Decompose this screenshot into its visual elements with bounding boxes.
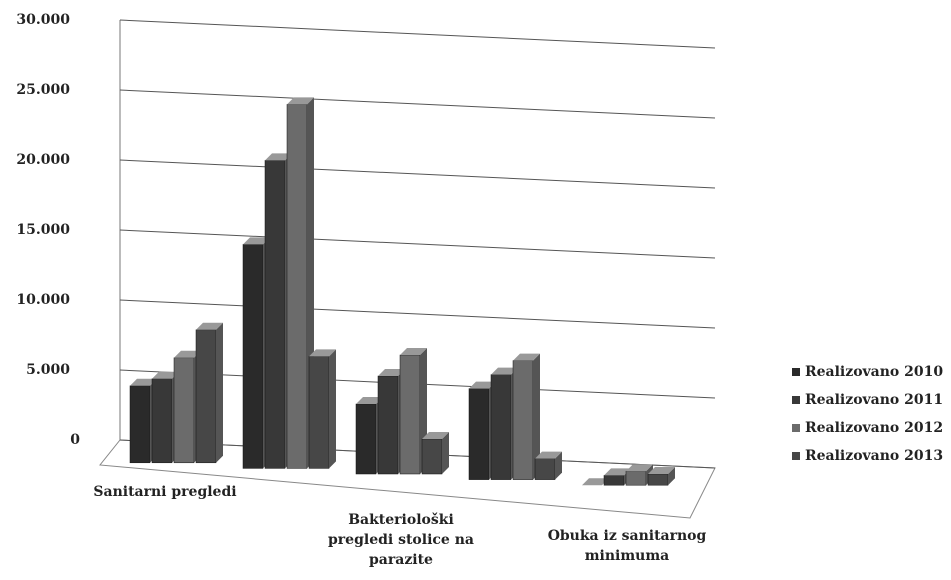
legend-swatch — [792, 396, 800, 404]
legend-swatch — [792, 368, 800, 376]
bar — [603, 475, 625, 486]
bar — [534, 458, 556, 480]
bar — [647, 473, 669, 486]
bar — [173, 357, 195, 464]
bar-top — [130, 378, 157, 386]
grid-line — [119, 229, 716, 259]
y-tick-label: 0 — [70, 432, 80, 448]
bar-side — [555, 451, 562, 480]
bar-top — [535, 451, 562, 459]
bar — [242, 244, 264, 469]
grid-line — [119, 159, 716, 189]
bar — [355, 403, 377, 475]
bar — [490, 374, 512, 480]
bar-top — [196, 322, 223, 330]
x-tick-label: Sanitarni pregledi — [93, 484, 237, 500]
bar-top — [152, 371, 179, 379]
bar-top — [491, 367, 518, 375]
y-tick-label: 15.000 — [16, 222, 70, 238]
bar — [151, 378, 173, 464]
y-tick-label: 25.000 — [16, 82, 70, 98]
grid-line — [119, 89, 716, 119]
bar — [399, 354, 421, 475]
grid-line — [119, 299, 716, 329]
bar-side — [329, 349, 336, 469]
bar-top — [582, 478, 609, 486]
bar-top — [265, 153, 292, 161]
bar — [512, 360, 534, 480]
bar-top — [422, 432, 449, 439]
bar — [129, 385, 151, 464]
bar-top — [243, 237, 270, 245]
y-tick-label: 30.000 — [16, 12, 70, 28]
bar — [625, 470, 647, 486]
x-tick-label: Bakteriološki pregledi stolice na parazi… — [328, 512, 474, 568]
bar — [286, 104, 308, 469]
bar-top — [469, 381, 496, 389]
bar — [308, 356, 330, 469]
y-tick-label: 5.000 — [26, 362, 70, 378]
bar-top — [356, 397, 383, 404]
bar-top — [513, 353, 540, 361]
bar-top — [648, 467, 675, 474]
legend-swatch — [792, 424, 800, 432]
bar-top — [174, 350, 201, 358]
legend-label: Realizovano 2010 — [805, 364, 943, 380]
grid-line — [119, 19, 716, 49]
bar-top — [378, 369, 405, 376]
x-tick-label: Obuka iz sanitarnog minimuma — [547, 528, 707, 564]
bar-side — [668, 467, 675, 486]
bar-side — [442, 432, 449, 474]
legend-label: Realizovano 2013 — [805, 448, 943, 464]
bar-side — [533, 353, 540, 480]
bar — [377, 375, 399, 475]
bar-top — [309, 349, 336, 357]
bar — [468, 388, 490, 480]
legend-label: Realizovano 2011 — [805, 392, 943, 408]
y-tick-label: 20.000 — [16, 152, 70, 168]
bar-top — [287, 97, 314, 105]
legend-label: Realizovano 2012 — [805, 420, 943, 436]
bar-top — [604, 468, 631, 476]
y-tick-label: 10.000 — [16, 292, 70, 308]
bar-top — [626, 464, 653, 472]
legend-swatch — [792, 452, 800, 460]
bar — [264, 160, 286, 469]
bar-top — [400, 348, 427, 355]
bar — [421, 438, 443, 475]
bar — [195, 329, 217, 464]
bar-side — [216, 322, 223, 463]
